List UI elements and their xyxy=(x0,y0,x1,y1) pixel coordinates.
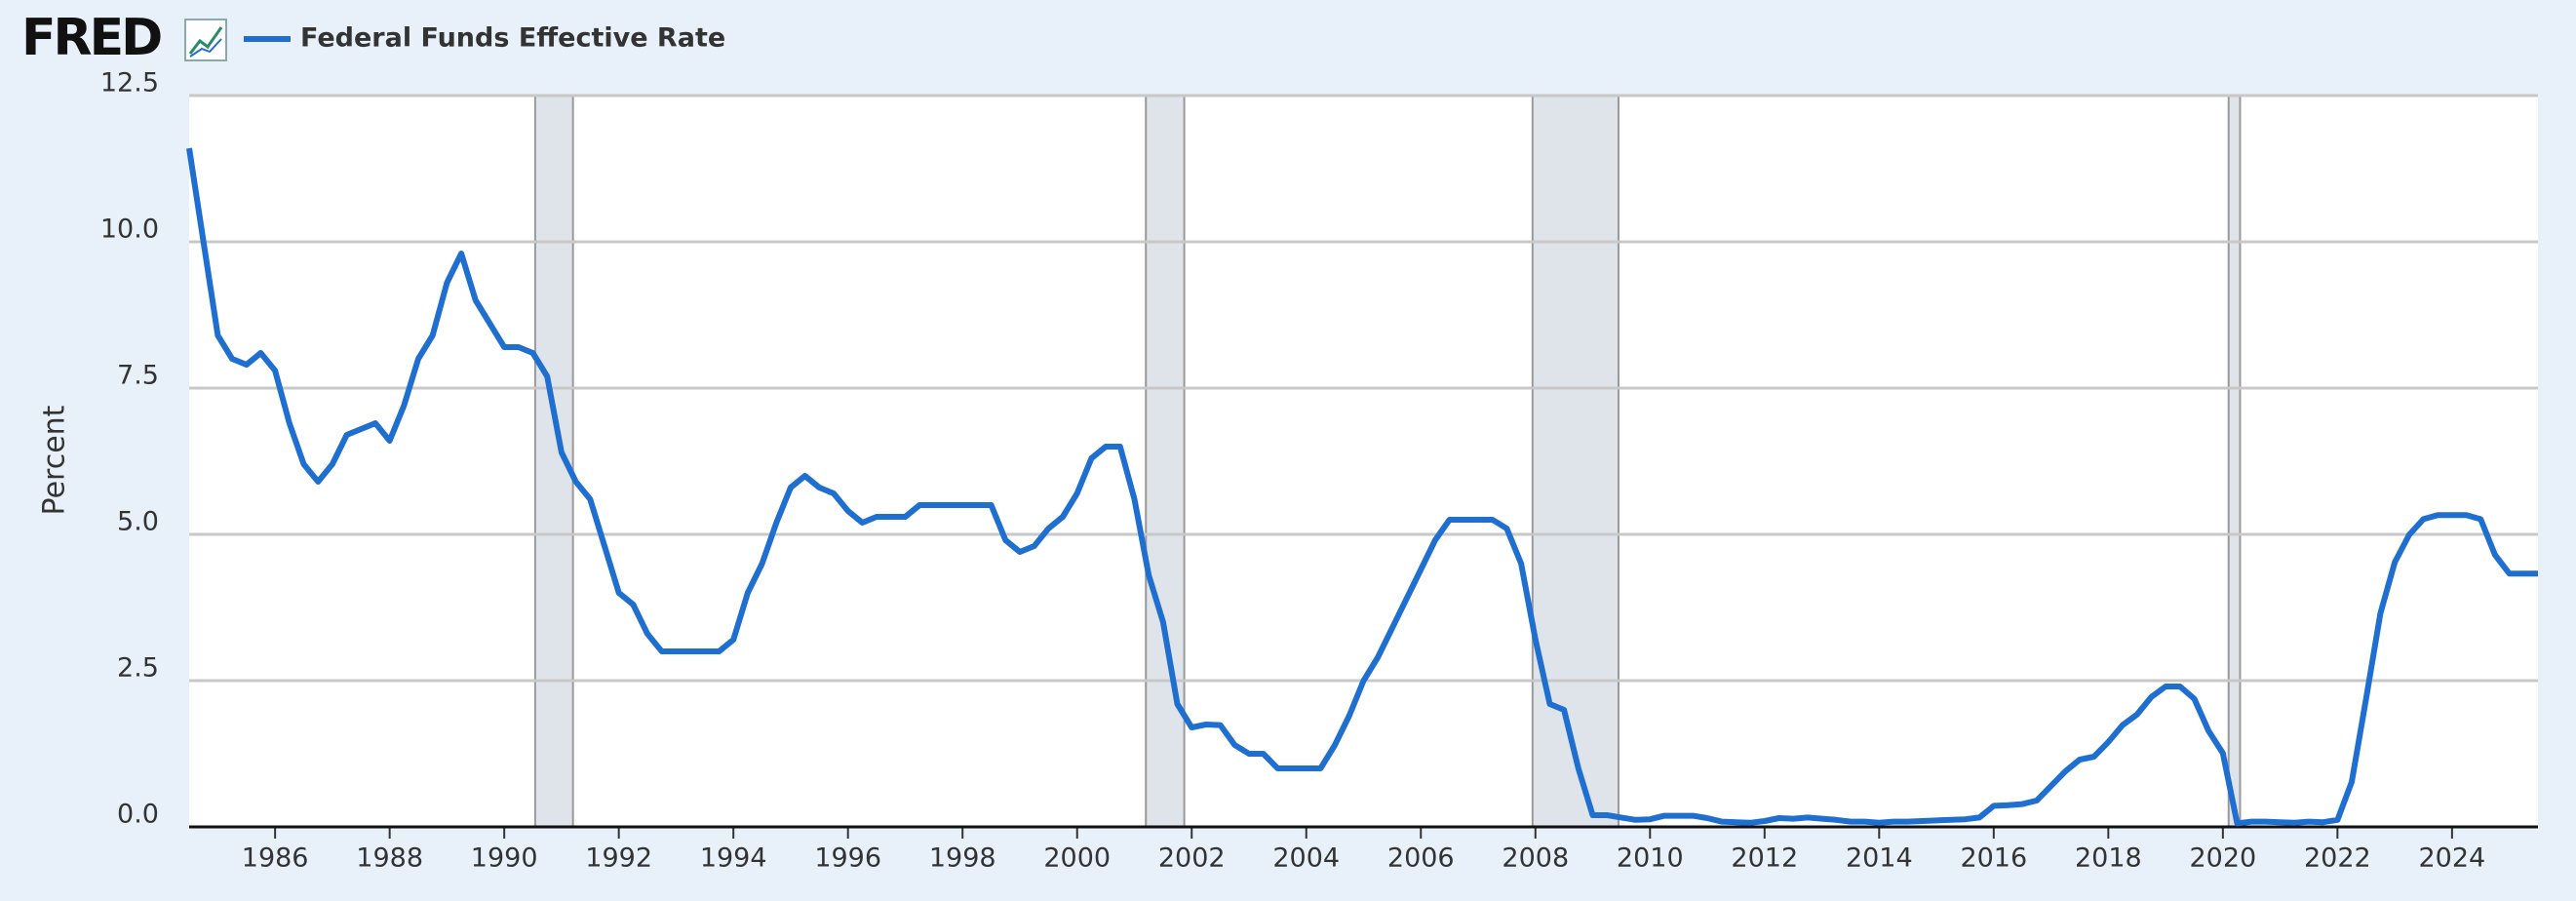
x-tick-label: 2002 xyxy=(1158,843,1226,874)
y-tick-label: 2.5 xyxy=(117,653,159,684)
x-tick-label: 2010 xyxy=(1617,843,1684,874)
x-tick-label: 1992 xyxy=(585,843,652,874)
logo: FRED xyxy=(21,9,161,67)
x-tick-label: 2016 xyxy=(1960,843,2027,874)
x-tick-label: 2022 xyxy=(2304,843,2371,874)
x-tick-label: 2004 xyxy=(1272,843,1340,874)
x-tick-label: 1998 xyxy=(929,843,996,874)
y-tick-label: 7.5 xyxy=(117,361,159,391)
x-tick-label: 2012 xyxy=(1731,843,1798,874)
x-tick-label: 2000 xyxy=(1043,843,1111,874)
recession-band xyxy=(2228,96,2241,827)
x-tick-label: 1994 xyxy=(700,843,767,874)
x-tick-label: 2024 xyxy=(2419,843,2486,874)
chart-icon xyxy=(184,19,227,61)
x-tick-label: 2020 xyxy=(2189,843,2256,874)
legend-label: Federal Funds Effective Rate xyxy=(300,23,725,54)
recession-band xyxy=(1532,96,1619,827)
x-tick-label: 1986 xyxy=(242,843,309,874)
x-tick-label: 2006 xyxy=(1387,843,1455,874)
x-tick-label: 2018 xyxy=(2075,843,2142,874)
x-tick-label: 2008 xyxy=(1502,843,1569,874)
y-tick-label: 0.0 xyxy=(117,800,159,830)
series-line xyxy=(186,147,2538,827)
y-tick-label: 12.5 xyxy=(100,68,159,98)
y-tick-label: 10.0 xyxy=(100,215,159,245)
x-tick-label: 1988 xyxy=(356,843,423,874)
y-axis-label: Percent xyxy=(38,405,72,515)
recession-band xyxy=(1146,96,1185,827)
y-tick-label: 5.0 xyxy=(117,507,159,537)
x-tick-label: 1996 xyxy=(814,843,881,874)
x-tick-label: 1990 xyxy=(471,843,538,874)
x-tick-label: 2014 xyxy=(1846,843,1913,874)
